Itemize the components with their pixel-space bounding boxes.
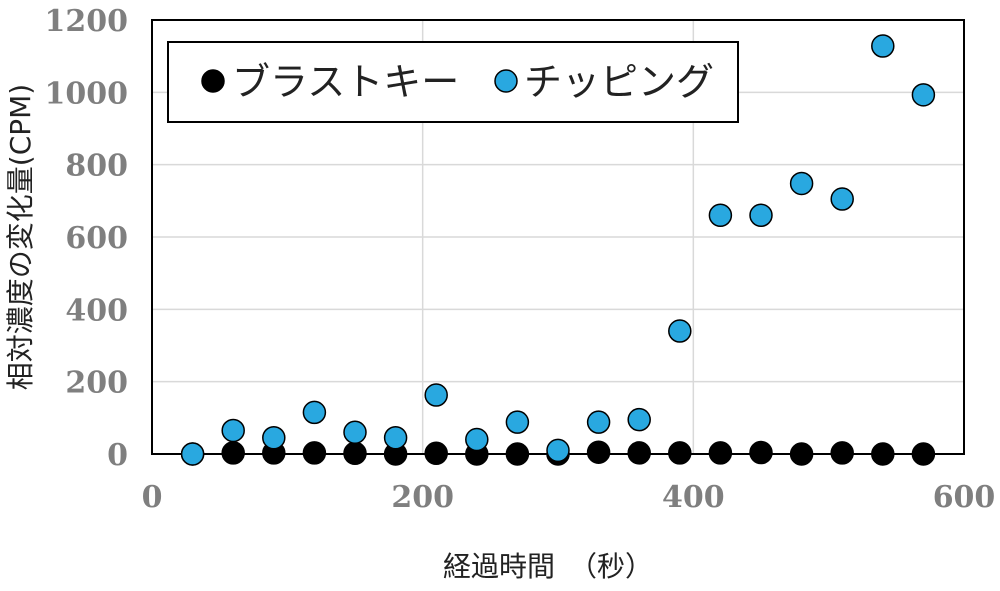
legend: ブラストキー チッピング bbox=[167, 41, 739, 123]
y-tick-labels: 0 200 400 600 800 1000 1200 bbox=[45, 4, 129, 473]
x-tick-label: 0 bbox=[142, 480, 163, 515]
data-point bbox=[465, 427, 489, 452]
data-point bbox=[668, 441, 692, 465]
data-point bbox=[871, 442, 895, 466]
data-point bbox=[749, 440, 773, 465]
data-point bbox=[383, 425, 408, 450]
data-point bbox=[343, 420, 367, 445]
data-point bbox=[505, 442, 530, 466]
x-tick-label: 200 bbox=[391, 480, 454, 515]
legend-label-chipping: チッピング bbox=[524, 60, 714, 104]
data-point bbox=[830, 441, 854, 465]
data-point bbox=[911, 83, 936, 107]
data-point bbox=[871, 34, 895, 58]
data-point bbox=[262, 425, 286, 450]
data-point bbox=[911, 442, 936, 466]
data-point bbox=[627, 441, 651, 465]
data-point bbox=[180, 442, 205, 466]
data-point bbox=[789, 171, 814, 196]
data-point bbox=[627, 407, 651, 432]
y-tick-label: 200 bbox=[65, 366, 128, 401]
legend-label-blastkey: ブラストキー bbox=[232, 60, 459, 104]
data-point bbox=[830, 187, 854, 211]
data-point bbox=[546, 438, 570, 463]
legend-marker-blastkey bbox=[201, 69, 225, 93]
y-axis-title: 相対濃度の変化量(CPM) bbox=[4, 84, 37, 390]
y-tick-label: 400 bbox=[65, 293, 128, 328]
data-point bbox=[302, 441, 327, 465]
legend-marker-chipping bbox=[494, 69, 518, 93]
legend-box bbox=[167, 41, 739, 123]
y-tick-label: 0 bbox=[107, 438, 128, 473]
y-tick-label: 1000 bbox=[45, 76, 129, 111]
x-tick-labels: 0 200 400 600 bbox=[142, 480, 996, 515]
data-point bbox=[343, 441, 367, 466]
data-point bbox=[708, 203, 733, 228]
series-1 bbox=[180, 34, 936, 466]
data-point bbox=[424, 383, 448, 407]
y-tick-label: 800 bbox=[65, 149, 128, 184]
x-axis-title: 経過時間 （秒） bbox=[443, 550, 653, 583]
data-point bbox=[221, 441, 245, 465]
data-point bbox=[221, 418, 245, 443]
data-point bbox=[424, 441, 448, 466]
data-point bbox=[302, 400, 327, 425]
y-tick-label: 1200 bbox=[45, 4, 129, 39]
data-point bbox=[586, 440, 611, 464]
data-point bbox=[586, 410, 611, 434]
data-point bbox=[789, 442, 814, 466]
data-point bbox=[708, 441, 733, 465]
data-point bbox=[749, 203, 773, 228]
data-points bbox=[180, 34, 936, 466]
data-point bbox=[668, 319, 692, 343]
data-point bbox=[505, 410, 530, 434]
y-tick-label: 600 bbox=[65, 221, 128, 256]
x-tick-label: 600 bbox=[933, 480, 996, 515]
x-tick-label: 400 bbox=[662, 480, 725, 515]
